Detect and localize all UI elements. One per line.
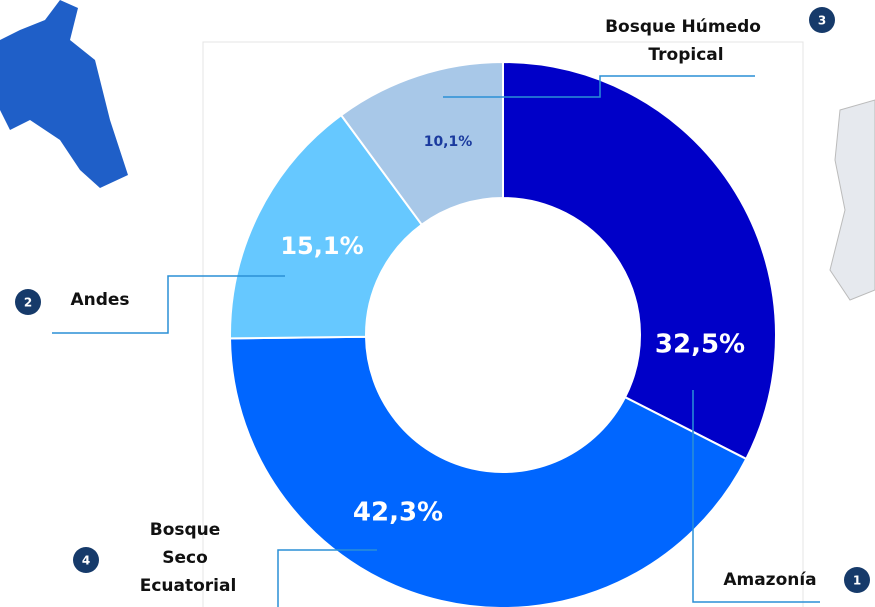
frame [202,41,804,607]
value-label: 32,5% [655,330,745,360]
leader-line [277,549,377,607]
badge [73,547,99,573]
badge-number: 2 [24,296,32,310]
leader-line [443,75,755,98]
badge-number: 3 [818,14,826,28]
donut-segment [229,113,424,340]
badge-number: 1 [853,574,861,588]
donut-segment [339,60,504,227]
badge [844,567,870,593]
badge [15,289,41,315]
value-label: 42,3% [353,498,443,528]
badge [809,7,835,33]
map-decoration [829,99,875,301]
badge-number: 4 [82,554,90,568]
category-label: Andes [70,290,129,310]
value-label: 10,1% [424,134,473,150]
leader-line [692,390,820,603]
category-label: Bosque Seco Ecuatorial [140,520,237,596]
donut-segment [229,335,748,607]
map-decoration [0,0,128,188]
category-label: Amazonía [723,570,816,590]
category-label: Bosque Húmedo Tropical [605,17,767,65]
donut-segment [502,60,777,461]
leader-line [52,275,285,334]
value-label: 15,1% [280,232,363,260]
